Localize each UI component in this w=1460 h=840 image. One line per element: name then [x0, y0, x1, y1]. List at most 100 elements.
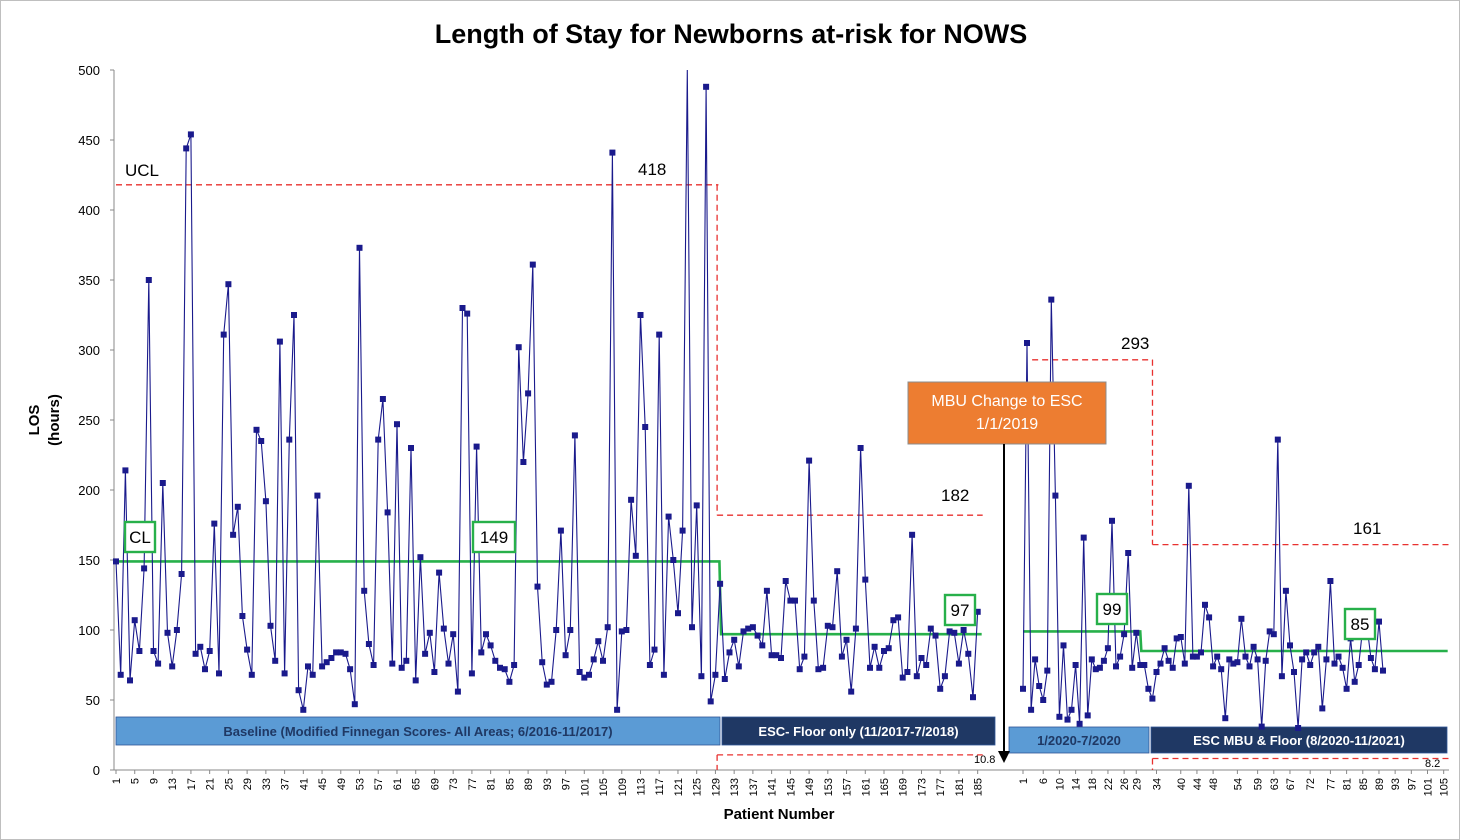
x-tick-label: 105	[598, 778, 610, 796]
x-tick-label: 21	[205, 778, 217, 790]
x-tick-label: 85	[504, 778, 516, 790]
phase-band-label: Baseline (Modified Finnegan Scores- All …	[223, 724, 612, 739]
data-point	[1380, 667, 1386, 674]
data-point	[792, 597, 798, 604]
x-tick-label: 54	[1232, 778, 1244, 790]
data-point	[230, 531, 237, 538]
y-tick-label: 400	[78, 203, 100, 218]
data-point	[848, 688, 855, 695]
data-point	[487, 642, 494, 649]
x-tick-label: 113	[635, 778, 647, 796]
data-point	[216, 670, 222, 677]
data-point	[478, 649, 485, 656]
data-point	[323, 659, 330, 666]
data-point	[1064, 716, 1071, 723]
x-tick-label: 72	[1305, 778, 1317, 790]
data-point	[239, 613, 246, 619]
data-point	[955, 660, 962, 667]
data-point	[1198, 649, 1204, 656]
data-point	[637, 312, 644, 318]
x-tick-label: 173	[916, 778, 928, 796]
x-tick-label: 165	[879, 778, 891, 796]
data-point	[468, 670, 475, 677]
data-point	[1109, 517, 1115, 524]
x-tick-label: 29	[1131, 778, 1143, 790]
data-point	[244, 646, 251, 653]
data-point	[763, 587, 770, 594]
data-point	[1157, 660, 1164, 667]
data-point	[122, 467, 129, 474]
data-point	[904, 669, 911, 675]
x-tick-label: 89	[1374, 778, 1386, 790]
data-point	[1056, 713, 1063, 720]
data-point	[1210, 663, 1217, 670]
data-point	[1193, 653, 1200, 660]
x-tick-label: 17	[186, 778, 198, 790]
data-point	[1278, 673, 1285, 680]
data-point	[679, 527, 686, 534]
data-point	[867, 664, 873, 671]
data-point	[1222, 715, 1229, 722]
data-point	[1068, 706, 1075, 713]
data-point	[127, 677, 133, 684]
data-point	[234, 503, 241, 510]
x-tick-label: 145	[785, 778, 797, 796]
x-tick-label: 14	[1071, 778, 1083, 790]
data-point	[1100, 657, 1107, 664]
data-point	[571, 432, 578, 439]
x-tick-label: 153	[823, 778, 835, 796]
annotations-layer: UCL 418 182 293 161 10.8 8.2 CL 149 97 99 85 MBU Cha…	[123, 160, 1440, 770]
data-point	[693, 502, 700, 509]
data-point	[1092, 666, 1099, 673]
data-point	[862, 576, 869, 583]
data-point	[1104, 645, 1111, 652]
data-point	[1367, 655, 1374, 661]
x-tick-label: 97	[1406, 778, 1418, 790]
y-tick-label: 250	[78, 413, 100, 428]
center-value-esc-floor-box	[943, 593, 977, 627]
cl-label-box	[123, 520, 157, 554]
data-point	[211, 520, 218, 527]
data-point	[1371, 666, 1378, 673]
data-point	[586, 671, 592, 678]
center-value-2020: 99	[1103, 600, 1122, 619]
x-tick-label: 26	[1119, 778, 1131, 790]
x-tick-label: 1	[1018, 778, 1030, 784]
x-tick-label: 89	[523, 778, 535, 790]
data-point	[173, 627, 180, 633]
data-point	[1040, 697, 1047, 703]
data-point	[1230, 660, 1237, 667]
data-point	[927, 625, 934, 632]
callout-box	[907, 381, 1107, 445]
data-point	[628, 496, 635, 503]
data-point	[801, 653, 808, 660]
data-point	[787, 597, 794, 604]
data-point	[1044, 667, 1051, 674]
data-point	[473, 443, 480, 450]
data-point	[768, 652, 775, 659]
x-tick-label: 25	[223, 778, 235, 790]
data-point	[1153, 669, 1160, 675]
data-point	[159, 480, 166, 486]
data-point	[403, 657, 410, 664]
data-point	[838, 653, 845, 660]
data-point	[417, 554, 424, 561]
data-point	[398, 664, 405, 671]
data-point	[501, 666, 508, 673]
data-point	[262, 498, 269, 505]
data-point	[539, 659, 546, 666]
series-line-2	[1022, 299, 1384, 729]
y-tick-label: 300	[78, 343, 100, 358]
x-tick-label: 125	[692, 778, 704, 796]
x-tick-label: 34	[1151, 778, 1163, 790]
data-point	[642, 424, 649, 430]
data-point	[782, 578, 789, 584]
data-point	[1274, 436, 1281, 443]
x-tick-label: 77	[1325, 778, 1337, 790]
x-tick-label: 5	[130, 778, 142, 784]
center-value-esc-floor: 97	[951, 601, 970, 620]
x-tick-label: 81	[1342, 778, 1354, 790]
data-point	[506, 678, 513, 685]
data-point	[1032, 656, 1039, 663]
